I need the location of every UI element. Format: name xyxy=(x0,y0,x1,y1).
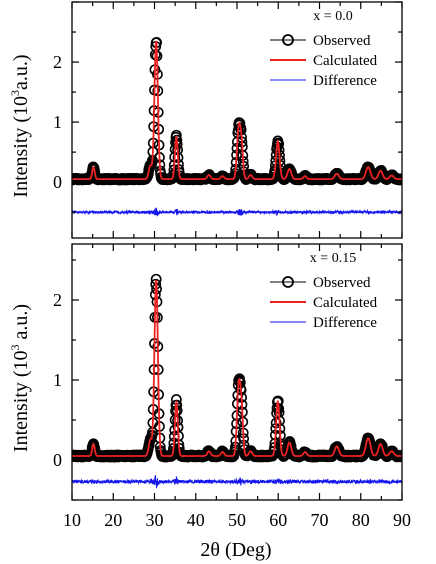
y-tick-label: 1 xyxy=(53,112,62,132)
series-layer-top xyxy=(72,37,402,217)
y-tick-label: 0 xyxy=(53,450,62,470)
legend-calculated-label: Calculated xyxy=(313,53,378,69)
x-tick-label: 90 xyxy=(393,510,411,530)
x-tick-label: 80 xyxy=(352,510,370,530)
panel-top: x = 0.0 Observed Calculated Difference I… xyxy=(8,1,403,239)
legend-bottom: Observed Calculated Difference xyxy=(270,275,378,331)
difference-line xyxy=(72,475,402,489)
difference-line xyxy=(72,207,402,217)
legend-observed-label: Observed xyxy=(313,33,371,49)
plot-frame-top xyxy=(71,1,403,239)
legend-observed-label: Observed xyxy=(313,275,371,291)
observed-series xyxy=(72,273,402,463)
legend-observed-marker xyxy=(282,276,294,288)
legend-top: Observed Calculated Difference xyxy=(270,33,378,89)
x-axis-title: 2θ (Deg) xyxy=(200,539,271,561)
y-tick-label: 1 xyxy=(53,370,62,390)
panel-label-top: x = 0.0 xyxy=(313,9,352,24)
plot-frame-bottom xyxy=(71,243,403,501)
legend-difference-label: Difference xyxy=(313,73,377,89)
y-axis-title-bottom: Intensity (103 a.u.) xyxy=(8,304,32,452)
calculated-line xyxy=(72,279,402,457)
panel-bottom: x = 0.15 Observed Calculated Difference … xyxy=(8,243,411,530)
x-tick-label: 40 xyxy=(187,510,205,530)
x-tick-label: 50 xyxy=(228,510,246,530)
legend-observed-marker xyxy=(282,34,294,46)
x-tick-label: 70 xyxy=(311,510,329,530)
y-tick-label: 0 xyxy=(53,172,62,192)
y-tick-label: 2 xyxy=(53,52,62,72)
x-tick-label: 10 xyxy=(63,510,81,530)
x-tick-label: 60 xyxy=(269,510,287,530)
y-tick-label: 2 xyxy=(53,290,62,310)
panel-label-bottom: x = 0.15 xyxy=(310,251,356,266)
x-tick-label: 30 xyxy=(146,510,164,530)
x-tick-label: 20 xyxy=(104,510,122,530)
calculated-line xyxy=(72,40,402,181)
y-axis-title-top: Intensity (103a.u.) xyxy=(8,54,32,197)
legend-difference-label: Difference xyxy=(313,315,377,331)
legend-calculated-label: Calculated xyxy=(313,295,378,311)
series-layer-bottom xyxy=(72,273,402,489)
